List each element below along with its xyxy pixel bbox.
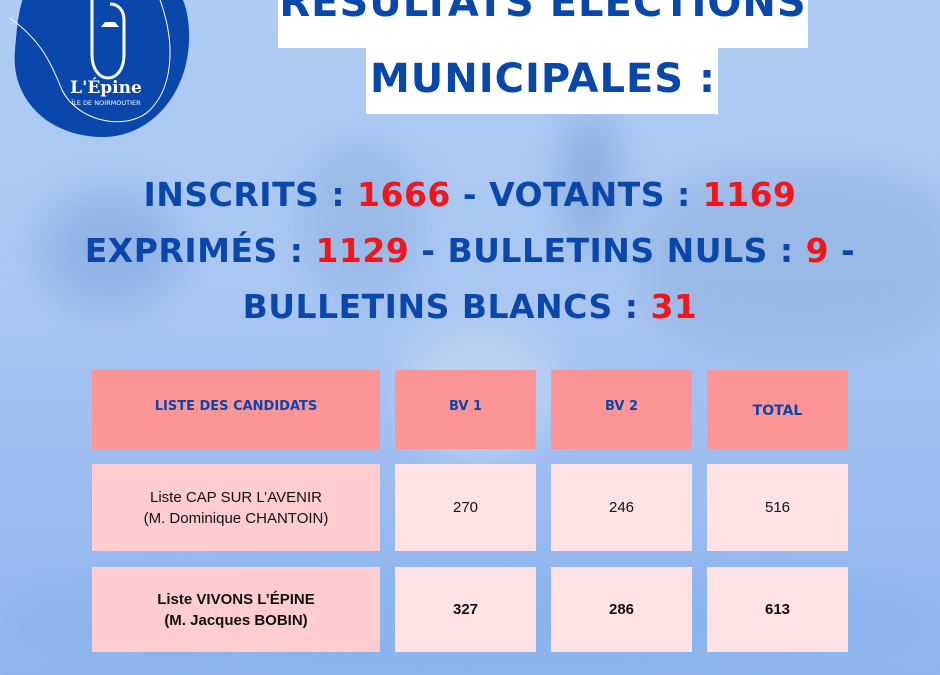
stats-line-2: EXPRIMÉS : 1129 - BULLETINS NULS : 9 - bbox=[84, 231, 856, 270]
nuls-value: 9 bbox=[805, 231, 830, 270]
table-row-1-bv2: 246 bbox=[551, 464, 692, 551]
page-title-line1: RÉSULTATS ÉLECTIONS bbox=[279, 0, 807, 26]
table-row-2-bv1: 327 bbox=[395, 567, 536, 652]
exprimes-value: 1129 bbox=[315, 231, 410, 270]
header-bv2: BV 2 bbox=[551, 370, 692, 449]
table-row-1-bv1: 270 bbox=[395, 464, 536, 551]
boat-emblem-icon bbox=[90, 0, 126, 80]
inscrits-value: 1666 bbox=[357, 175, 451, 214]
title-box-top bbox=[278, 0, 808, 48]
stats-line-1: INSCRITS : 1666 - VOTANTS : 1169 bbox=[143, 175, 797, 214]
header-total: TOTAL bbox=[707, 370, 848, 449]
header-bv1: BV 1 bbox=[395, 370, 536, 449]
table-row-1-total: 516 bbox=[707, 464, 848, 551]
table-row-2-bv2: 286 bbox=[551, 567, 692, 652]
svg-text:L'Épine: L'Épine bbox=[70, 77, 142, 98]
title-box-bottom bbox=[366, 48, 718, 114]
table-row-2-candidate: Liste VIVONS L’ÉPINE (M. Jacques BOBIN) bbox=[92, 567, 380, 652]
page-title-line2: MUNICIPALES : bbox=[369, 56, 717, 102]
table-row-1-candidate: Liste CAP SUR L’AVENIR (M. Dominique CHA… bbox=[92, 464, 380, 551]
svg-text:ÎLE DE NOIRMOUTIER: ÎLE DE NOIRMOUTIER bbox=[71, 98, 141, 107]
blancs-value: 31 bbox=[650, 287, 698, 326]
header-candidates: LISTE DES CANDIDATS bbox=[92, 370, 380, 449]
stats-line-3: BULLETINS BLANCS : 31 bbox=[242, 287, 698, 326]
table-row-2-total: 613 bbox=[707, 567, 848, 652]
logo: L'Épine ÎLE DE NOIRMOUTIER bbox=[10, 0, 190, 138]
votants-value: 1169 bbox=[702, 175, 797, 214]
